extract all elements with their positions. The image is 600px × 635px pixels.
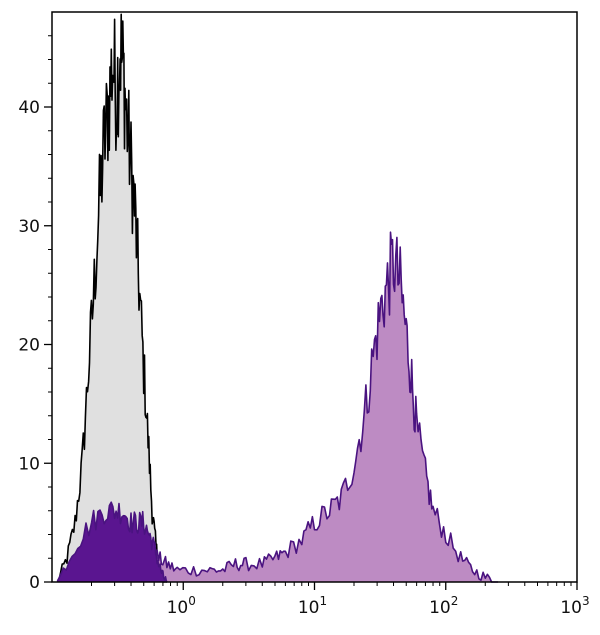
y-tick-label-40: 40 [18, 98, 40, 118]
series-2-line [56, 501, 168, 583]
series-layer [56, 13, 499, 583]
series-1-area [57, 232, 499, 582]
y-tick-label-0: 0 [29, 573, 40, 593]
x-tick-label-3: 103 [560, 594, 589, 618]
series-1-line [56, 231, 498, 583]
x-tick-label-2: 102 [429, 594, 458, 618]
y-tick-label-20: 20 [18, 336, 40, 356]
y-tick-label-10: 10 [18, 454, 40, 474]
x-tick-label-0: 100 [167, 594, 196, 618]
y-tick-label-30: 30 [18, 217, 40, 237]
series-0-line [57, 13, 167, 583]
x-tick-label-1: 101 [298, 594, 327, 618]
tick-layer: 0 10 20 30 40 100 101 102 103 [18, 35, 590, 618]
